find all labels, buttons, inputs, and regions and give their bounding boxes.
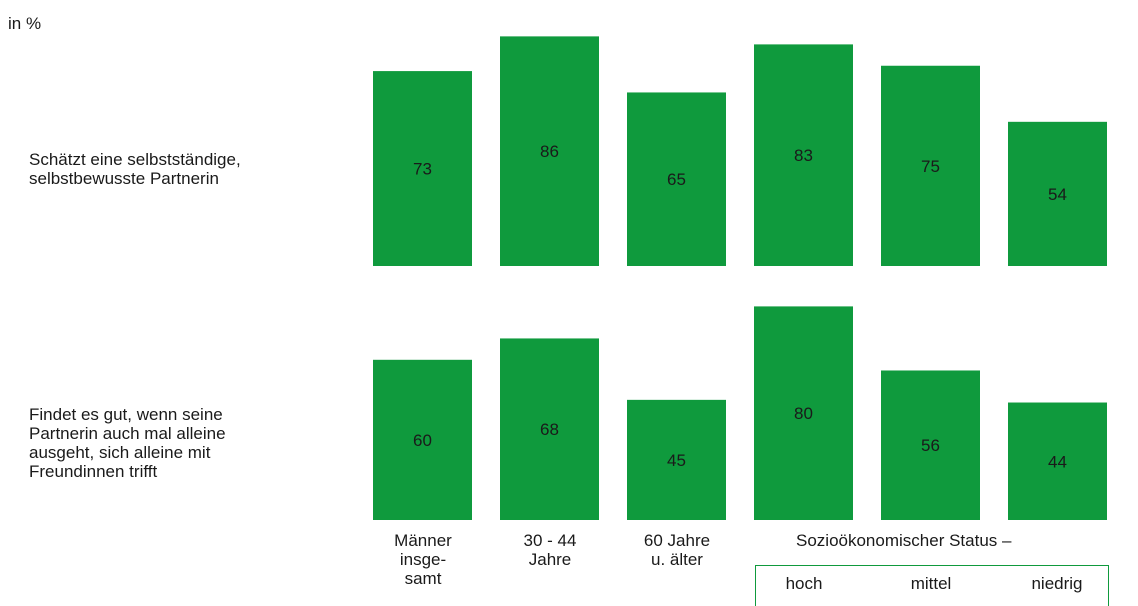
row-label-1-line: Schätzt eine selbstständige, bbox=[29, 150, 241, 169]
category-label-line: Jahre bbox=[528, 550, 572, 569]
bar-value-label: 86 bbox=[540, 142, 559, 161]
category-label-30-44: 30 - 44 Jahre bbox=[500, 531, 600, 569]
bar-row1-maenner bbox=[373, 71, 472, 266]
row-label-2-line: ausgeht, sich alleine mit bbox=[29, 443, 211, 462]
status-label-hoch: hoch bbox=[785, 574, 823, 593]
bar-row2-maenner bbox=[373, 359, 472, 520]
bar-value-label: 44 bbox=[1048, 452, 1067, 471]
category-label-maenner: Männer insge- samt bbox=[373, 531, 473, 588]
bar-row2-mittel bbox=[881, 370, 980, 520]
unit-label: in % bbox=[8, 14, 42, 33]
bar-value-label: 56 bbox=[921, 436, 940, 455]
bar-row1-mittel bbox=[881, 65, 980, 266]
bar-value-label: 75 bbox=[921, 157, 940, 176]
category-label-60-plus: 60 Jahre u. älter bbox=[627, 531, 727, 569]
status-bracket bbox=[755, 565, 1109, 606]
category-label-line: insge- bbox=[399, 550, 447, 569]
bar-value-label: 83 bbox=[794, 146, 813, 165]
bar-row2-hoch bbox=[754, 306, 853, 520]
bar-value-label: 54 bbox=[1048, 185, 1067, 204]
bar-value-label: 65 bbox=[667, 170, 686, 189]
bar-value-label: 68 bbox=[540, 420, 559, 439]
bar-row2-30-44 bbox=[500, 338, 599, 520]
status-label-mittel: mittel bbox=[910, 574, 952, 593]
status-group-title: Sozioökonomischer Status – bbox=[796, 531, 1012, 550]
bar-row2-niedrig bbox=[1008, 402, 1107, 520]
category-label-line: 30 - 44 bbox=[523, 531, 577, 550]
row-label-1: Schätzt eine selbstständige, selbstbewus… bbox=[29, 150, 329, 188]
status-label-niedrig: niedrig bbox=[1031, 574, 1083, 593]
row-label-1-line: selbstbewusste Partnerin bbox=[29, 169, 219, 188]
category-label-line: Männer bbox=[394, 531, 452, 550]
bar-row1-hoch bbox=[754, 44, 853, 266]
row-label-2-line: Partnerin auch mal alleine bbox=[29, 424, 226, 443]
category-label-line: samt bbox=[404, 569, 442, 588]
bar-value-label: 80 bbox=[794, 404, 813, 423]
bar-row1-60-plus bbox=[627, 92, 726, 266]
row-label-2-line: Freundinnen trifft bbox=[29, 462, 158, 481]
category-label-line: u. älter bbox=[651, 550, 703, 569]
bar-value-label: 45 bbox=[667, 451, 686, 470]
bar-value-label: 73 bbox=[413, 160, 432, 179]
row-label-2: Findet es gut, wenn seine Partnerin auch… bbox=[29, 405, 329, 481]
bar-row2-60-plus bbox=[627, 399, 726, 520]
bar-row1-niedrig bbox=[1008, 121, 1107, 266]
row-label-2-line: Findet es gut, wenn seine bbox=[29, 405, 223, 424]
bar-row1-30-44 bbox=[500, 36, 599, 266]
category-label-line: 60 Jahre bbox=[643, 531, 711, 550]
bar-value-label: 60 bbox=[413, 431, 432, 450]
bar-chart: 73 86 65 83 75 54 60 68 45 80 56 44 bbox=[373, 36, 1107, 520]
